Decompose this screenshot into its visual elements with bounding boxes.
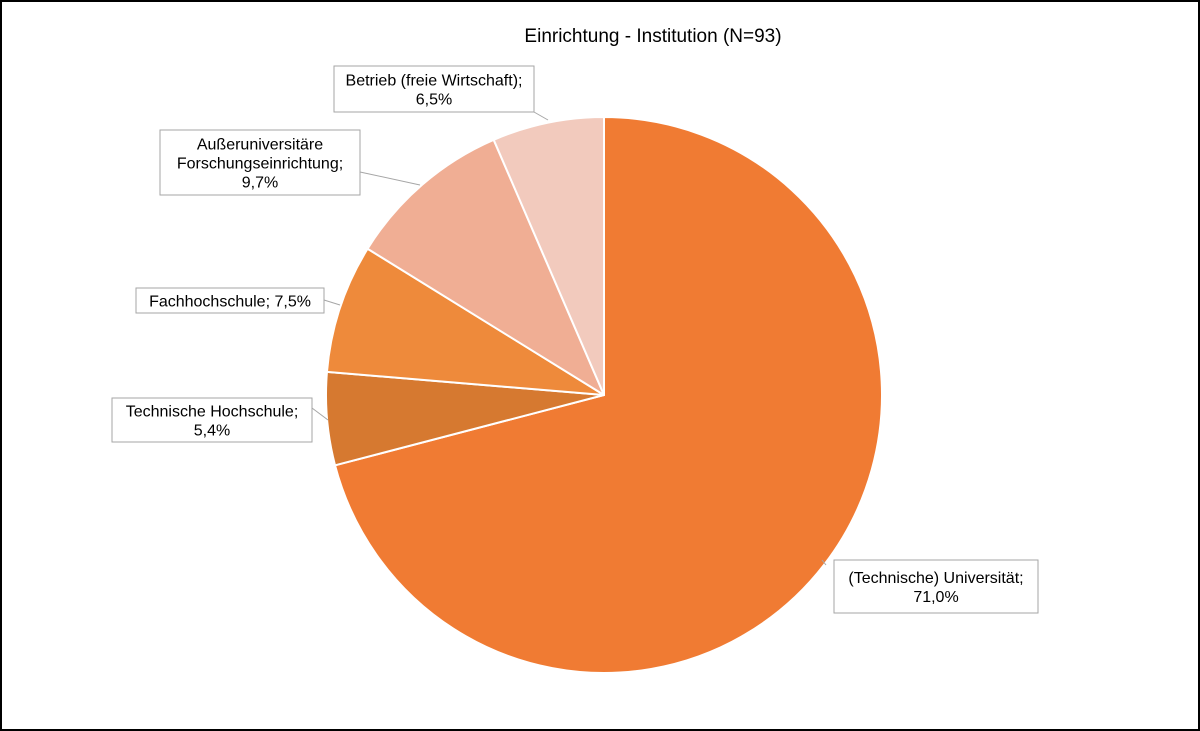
data-label-5: Betrieb (freie Wirtschaft); 6,5% [333, 65, 535, 113]
data-label-text: Betrieb (freie Wirtschaft); [346, 73, 523, 90]
leader-line-3 [323, 299, 341, 306]
chart-title: Einrichtung - Institution (N=93) [524, 26, 782, 47]
pie-slice-5 [492, 116, 605, 396]
data-label-text: 5,4% [194, 423, 230, 440]
data-label-box [111, 397, 313, 443]
data-label-text: Außeruniversitäre [197, 137, 323, 154]
data-label-4: Außeruniversitäre Forschungseinrichtung; 9… [159, 129, 361, 196]
data-label-text: 9,7% [242, 175, 278, 192]
leader-line-1 [821, 559, 827, 566]
data-label-box [159, 129, 361, 196]
leader-line-4 [359, 171, 421, 186]
data-label-text: Technische Hochschule; [126, 404, 299, 421]
data-label-text: Forschungseinrichtung; [177, 156, 343, 173]
data-label-text: (Technische) Universität; [848, 570, 1023, 587]
data-label-1: (Technische) Universität; 71,0% [833, 559, 1039, 614]
pie-slice-3 [325, 247, 605, 396]
data-label-text: 6,5% [416, 92, 452, 109]
data-label-3: Fachhochschule; 7,5% [135, 287, 325, 314]
data-label-box [833, 559, 1039, 614]
data-label-text: 71,0% [913, 589, 958, 606]
data-label-text: Fachhochschule; 7,5% [149, 294, 311, 311]
data-label-box [135, 287, 325, 314]
data-label-2: Technische Hochschule; 5,4% [111, 397, 313, 443]
leader-line-5 [533, 111, 549, 121]
pie-slice-1 [334, 116, 883, 674]
leader-line-2 [311, 407, 329, 421]
data-label-box [333, 65, 535, 113]
pie-slice-4 [366, 138, 605, 396]
